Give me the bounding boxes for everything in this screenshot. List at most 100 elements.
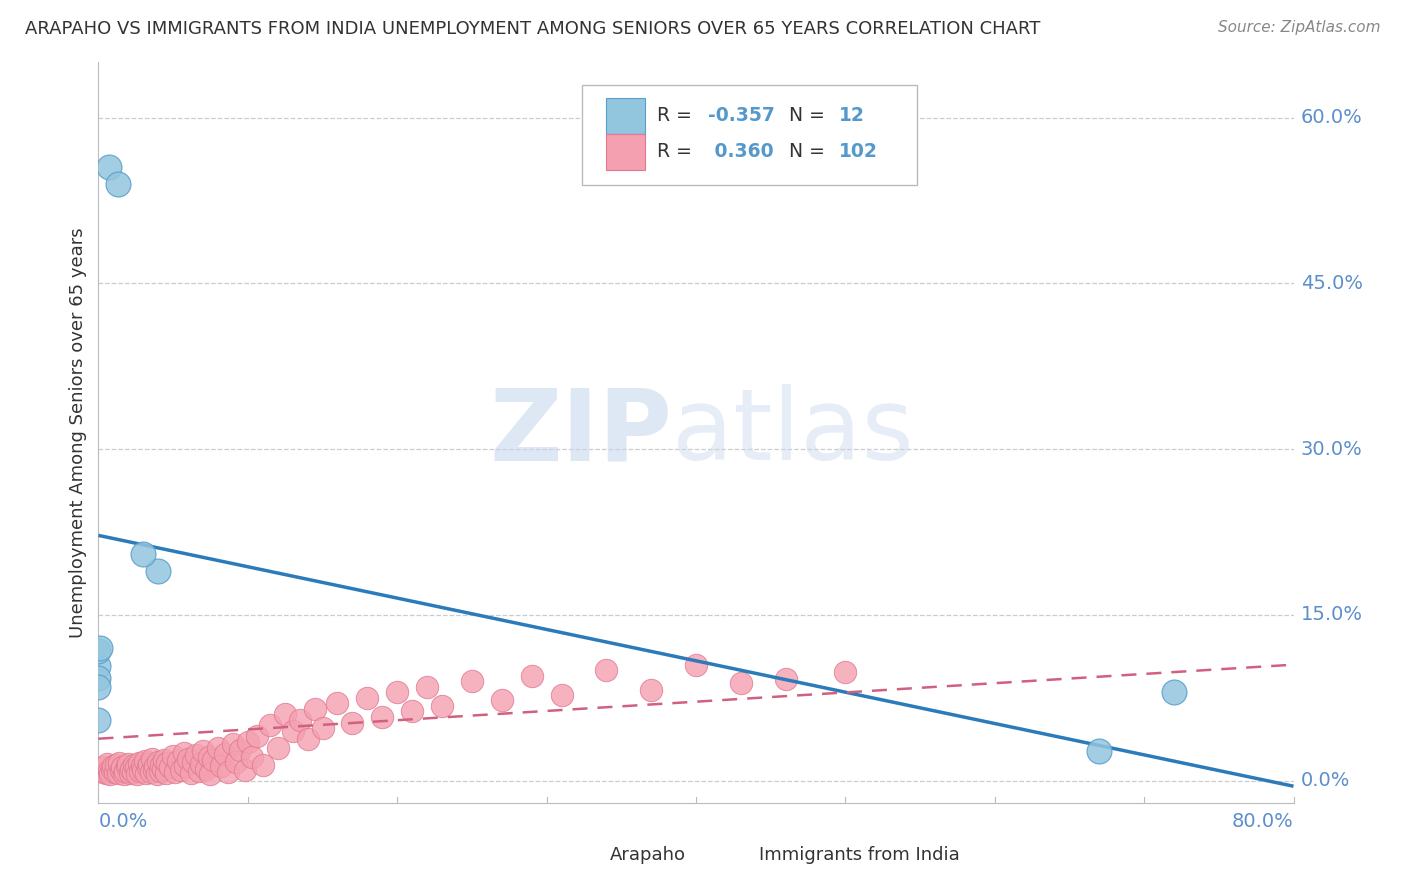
- Point: [145, 767, 167, 781]
- Point: [128, 756, 150, 770]
- Point: [640, 683, 662, 698]
- Point: [229, 743, 252, 757]
- Point: [207, 740, 229, 755]
- Point: [121, 764, 143, 779]
- Point: [135, 766, 157, 780]
- Point: [166, 754, 188, 768]
- Point: [155, 766, 177, 780]
- Text: 80.0%: 80.0%: [1232, 812, 1294, 830]
- Point: [385, 685, 409, 699]
- Text: 30.0%: 30.0%: [1301, 440, 1362, 458]
- Point: [209, 759, 232, 773]
- Point: [114, 764, 136, 778]
- FancyBboxPatch shape: [606, 98, 644, 135]
- Point: [148, 755, 170, 769]
- Point: [129, 764, 152, 778]
- Point: [181, 755, 204, 769]
- Point: [97, 764, 120, 778]
- Text: ZIP: ZIP: [489, 384, 672, 481]
- Point: [87, 658, 110, 673]
- Point: [153, 753, 176, 767]
- Point: [143, 759, 166, 773]
- Point: [190, 757, 212, 772]
- Text: -0.357: -0.357: [709, 106, 775, 125]
- Point: [416, 680, 439, 694]
- Point: [105, 758, 128, 772]
- Text: 15.0%: 15.0%: [1301, 606, 1362, 624]
- Point: [311, 721, 333, 735]
- Point: [246, 730, 269, 744]
- Point: [202, 753, 225, 767]
- Text: Immigrants from India: Immigrants from India: [759, 847, 960, 864]
- Point: [520, 669, 543, 683]
- Point: [595, 663, 617, 677]
- Point: [200, 767, 222, 781]
- Point: [233, 763, 256, 777]
- Point: [159, 760, 181, 774]
- Point: [173, 746, 195, 760]
- Point: [152, 762, 174, 776]
- Point: [87, 713, 110, 727]
- Point: [371, 709, 394, 723]
- Point: [730, 676, 752, 690]
- Point: [342, 716, 364, 731]
- Point: [138, 757, 160, 772]
- Text: 45.0%: 45.0%: [1301, 274, 1362, 293]
- Point: [107, 766, 129, 780]
- Text: Source: ZipAtlas.com: Source: ZipAtlas.com: [1218, 20, 1381, 35]
- Point: [93, 760, 115, 774]
- Text: 0.360: 0.360: [709, 142, 773, 161]
- Point: [108, 756, 131, 770]
- FancyBboxPatch shape: [606, 134, 644, 169]
- Point: [174, 759, 197, 773]
- Point: [115, 759, 138, 773]
- Point: [104, 764, 127, 779]
- Text: R =: R =: [657, 142, 697, 161]
- Point: [191, 744, 214, 758]
- Point: [281, 723, 304, 738]
- Point: [240, 750, 263, 764]
- Point: [142, 763, 165, 777]
- Text: 0.0%: 0.0%: [1301, 772, 1350, 790]
- Point: [775, 672, 797, 686]
- Point: [225, 755, 247, 769]
- FancyBboxPatch shape: [724, 840, 754, 871]
- Point: [195, 762, 218, 776]
- Point: [127, 767, 149, 781]
- Point: [326, 697, 349, 711]
- Point: [217, 764, 239, 779]
- Point: [134, 754, 156, 768]
- Point: [94, 766, 117, 780]
- Point: [117, 757, 139, 772]
- FancyBboxPatch shape: [575, 840, 605, 871]
- Point: [148, 564, 170, 578]
- Point: [198, 750, 221, 764]
- Point: [834, 665, 856, 680]
- Point: [141, 751, 163, 765]
- Point: [685, 657, 707, 672]
- Point: [214, 747, 236, 761]
- Point: [101, 762, 124, 776]
- Point: [132, 547, 155, 561]
- Point: [267, 740, 290, 755]
- Point: [356, 690, 378, 705]
- Text: 12: 12: [839, 106, 865, 125]
- Point: [125, 760, 148, 774]
- Point: [297, 731, 319, 746]
- Point: [131, 759, 153, 773]
- Point: [110, 763, 132, 777]
- Text: ARAPAHO VS IMMIGRANTS FROM INDIA UNEMPLOYMENT AMONG SENIORS OVER 65 YEARS CORREL: ARAPAHO VS IMMIGRANTS FROM INDIA UNEMPLO…: [25, 20, 1040, 37]
- Text: Arapaho: Arapaho: [610, 847, 686, 864]
- Point: [184, 748, 207, 763]
- Point: [1163, 685, 1185, 699]
- Point: [96, 757, 118, 772]
- Text: N =: N =: [789, 106, 831, 125]
- Point: [401, 704, 423, 718]
- Point: [120, 762, 142, 776]
- Point: [103, 759, 125, 773]
- Point: [430, 698, 453, 713]
- Point: [550, 688, 572, 702]
- Text: R =: R =: [657, 106, 697, 125]
- Point: [288, 713, 311, 727]
- Point: [91, 764, 114, 779]
